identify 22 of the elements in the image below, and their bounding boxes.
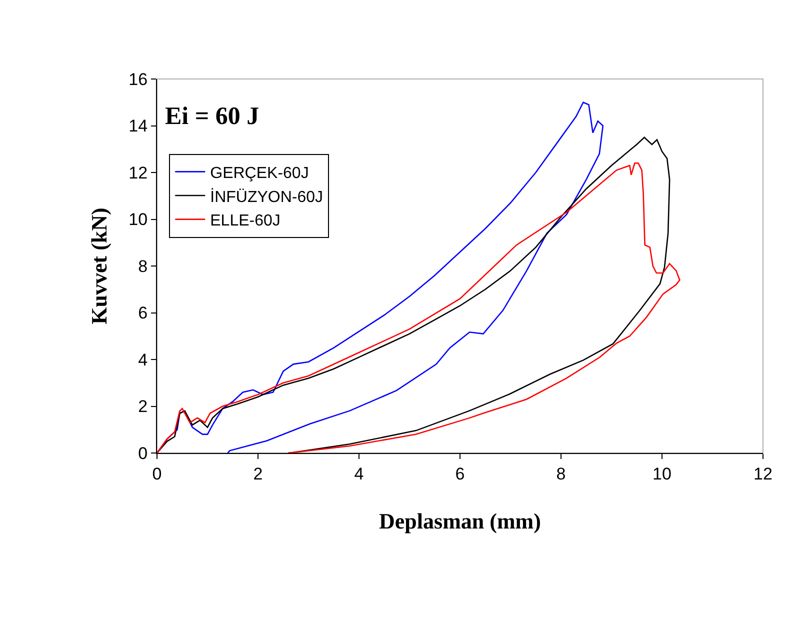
x-axis-title: Deplasman (mm)	[379, 508, 541, 534]
legend-label: GERÇEK-60J	[210, 164, 309, 182]
annotation: Ei = 60 J	[165, 103, 260, 130]
y-tick-label: 10	[128, 210, 148, 230]
legend-label: ELLE-60J	[210, 212, 280, 230]
y-axis-title: Kuvvet (kN)	[86, 208, 112, 324]
y-tick-label: 16	[128, 70, 148, 89]
x-tick-label: 4	[354, 464, 364, 484]
y-tick-label: 6	[138, 304, 148, 323]
x-tick-label: 8	[556, 464, 566, 484]
legend-label: İNFÜZYON-60J	[210, 188, 324, 206]
x-tick-label: 6	[455, 464, 465, 484]
y-tick-label: 4	[138, 350, 148, 370]
y-tick-label: 14	[128, 116, 148, 136]
y-tick-label: 0	[138, 444, 148, 463]
x-tick-label: 2	[253, 464, 263, 484]
y-tick-label: 2	[138, 397, 148, 416]
y-tick-label: 12	[128, 163, 148, 182]
x-tick-label: 12	[754, 464, 772, 484]
x-tick-label: 0	[152, 464, 162, 484]
x-tick-label: 10	[652, 464, 672, 484]
y-tick-label: 8	[138, 256, 148, 276]
